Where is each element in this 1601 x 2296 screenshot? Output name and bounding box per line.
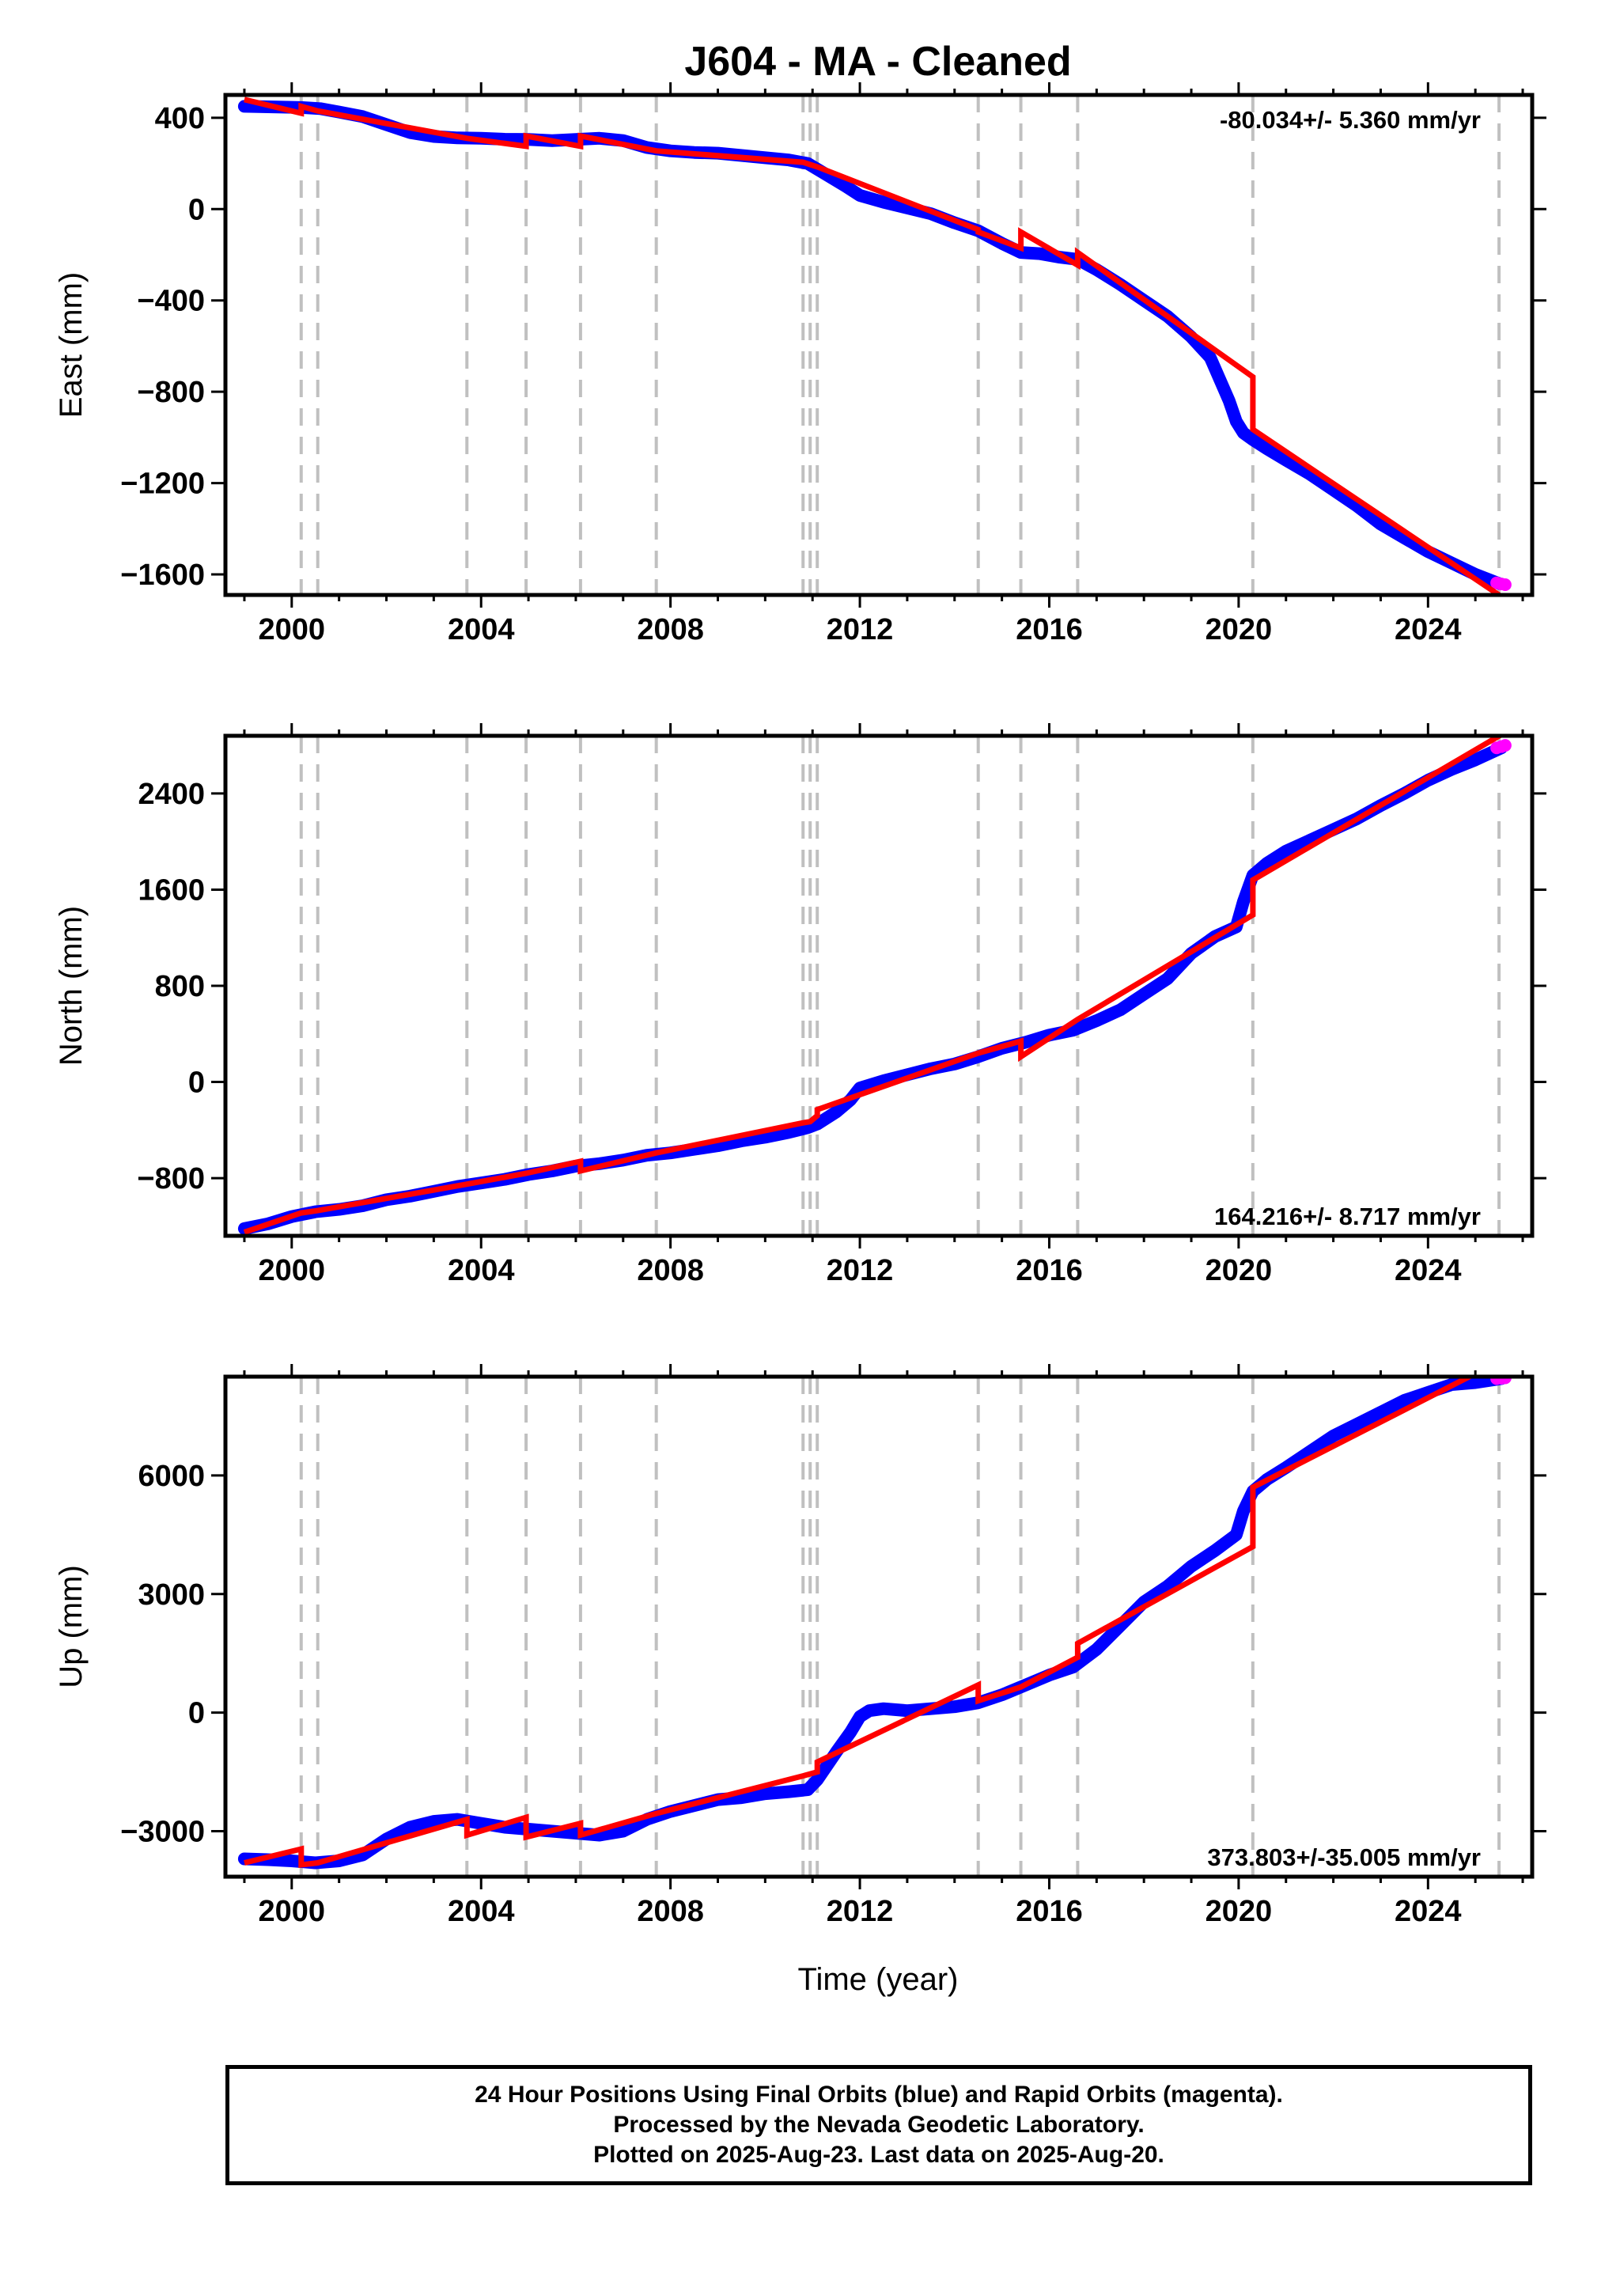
y-axis-label: North (mm) bbox=[54, 906, 89, 1066]
x-tick-label: 2012 bbox=[827, 1254, 894, 1287]
y-tick-label: 0 bbox=[188, 1697, 205, 1730]
x-tick-label: 2000 bbox=[259, 1895, 326, 1928]
x-tick-label: 2020 bbox=[1205, 613, 1273, 646]
x-tick-label: 2024 bbox=[1395, 1895, 1462, 1928]
east-panel: 2000 2004 2008 2012 2016 2020 2024 400 0 −400 −800… bbox=[54, 82, 1546, 646]
x-tick-label: 2016 bbox=[1016, 1254, 1083, 1287]
y-tick-label: 400 bbox=[155, 102, 205, 135]
x-tick-label: 2008 bbox=[637, 1254, 704, 1287]
final-orbits-series bbox=[237, 100, 1506, 590]
x-tick-label: 2004 bbox=[448, 613, 515, 646]
x-tick-label: 2016 bbox=[1016, 1895, 1083, 1928]
y-tick-label: 3000 bbox=[138, 1578, 205, 1612]
x-tick-label: 2000 bbox=[259, 1254, 326, 1287]
y-tick-label: −400 bbox=[137, 285, 205, 318]
y-axis-label: Up (mm) bbox=[54, 1565, 89, 1688]
x-axis-label: Time (year) bbox=[798, 1962, 959, 1997]
x-tick-label: 2016 bbox=[1016, 613, 1083, 646]
velocity-rate-label: 373.803+/-35.005 mm/yr bbox=[1207, 1843, 1481, 1871]
x-tick-label: 2008 bbox=[637, 1895, 704, 1928]
x-tick-label: 2020 bbox=[1205, 1254, 1273, 1287]
y-tick-label: 6000 bbox=[138, 1460, 205, 1493]
y-tick-label: −800 bbox=[137, 376, 205, 409]
footer-line-processed: Processed by the Nevada Geodetic Laborat… bbox=[613, 2112, 1145, 2138]
footer-line-orbits: 24 Hour Positions Using Final Orbits (bl… bbox=[475, 2082, 1283, 2108]
y-tick-label: 800 bbox=[155, 970, 205, 1003]
panel-frame bbox=[223, 1374, 1535, 1879]
x-tick-label: 2008 bbox=[637, 613, 704, 646]
x-tick-label: 2024 bbox=[1395, 613, 1462, 646]
x-tick-label: 2004 bbox=[448, 1895, 515, 1928]
y-tick-label: 0 bbox=[188, 1067, 205, 1100]
y-tick-label: −3000 bbox=[120, 1816, 205, 1849]
footer-line-plotted: Plotted on 2025-Aug-23. Last data on 202… bbox=[593, 2142, 1164, 2168]
figure-title: J604 - MA - Cleaned bbox=[684, 39, 1071, 85]
y-tick-label: −1600 bbox=[120, 559, 205, 592]
velocity-rate-label: -80.034+/- 5.360 mm/yr bbox=[1220, 106, 1481, 134]
y-tick-label: 2400 bbox=[138, 778, 205, 811]
up-panel: 2000 2004 2008 2012 2016 2020 2024 6000 3000 0 −30… bbox=[54, 1364, 1546, 1928]
x-tick-label: 2012 bbox=[827, 613, 894, 646]
footer-info-box: 24 Hour Positions Using Final Orbits (bl… bbox=[225, 2065, 1532, 2185]
x-tick-label: 2020 bbox=[1205, 1895, 1273, 1928]
final-orbits-series bbox=[237, 1377, 1508, 1870]
panel-frame bbox=[223, 733, 1535, 1238]
x-tick-label: 2012 bbox=[827, 1895, 894, 1928]
panel-frame bbox=[223, 93, 1535, 597]
y-axis-label: East (mm) bbox=[54, 272, 89, 418]
y-tick-label: 1600 bbox=[138, 873, 205, 907]
x-tick-label: 2024 bbox=[1395, 1254, 1462, 1287]
final-orbits-series bbox=[237, 741, 1508, 1235]
rapid-orbits-point bbox=[1498, 739, 1512, 752]
model-fit-line bbox=[243, 736, 1503, 1235]
velocity-rate-label: 164.216+/- 8.717 mm/yr bbox=[1214, 1203, 1481, 1230]
y-tick-label: −1200 bbox=[120, 468, 205, 501]
y-tick-label: −800 bbox=[137, 1162, 205, 1195]
model-fit-line bbox=[244, 97, 1501, 595]
x-tick-label: 2000 bbox=[259, 613, 326, 646]
model-fit-line bbox=[244, 1377, 1476, 1868]
rapid-orbits-point bbox=[1498, 578, 1512, 592]
y-tick-label: 0 bbox=[188, 193, 205, 226]
north-panel: 2000 2004 2008 2012 2016 2020 2024 2400 1600 800 0… bbox=[54, 723, 1546, 1287]
x-tick-label: 2004 bbox=[448, 1254, 515, 1287]
